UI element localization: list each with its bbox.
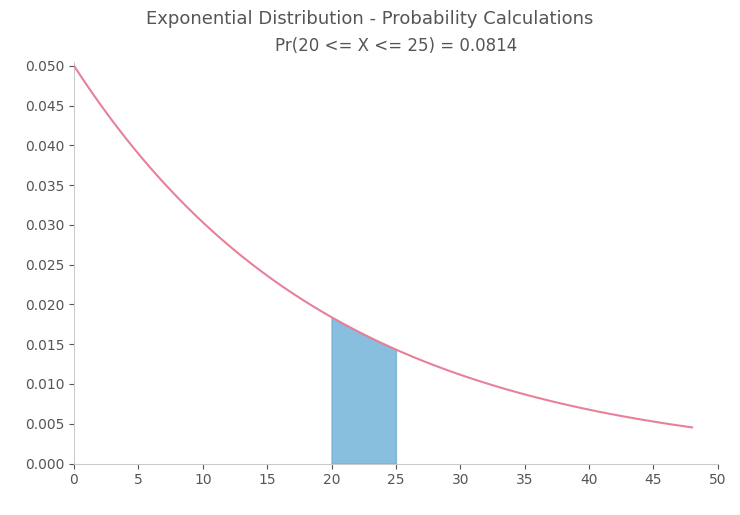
Title: Pr(20 <= X <= 25) = 0.0814: Pr(20 <= X <= 25) = 0.0814	[275, 37, 517, 55]
Text: Exponential Distribution - Probability Calculations: Exponential Distribution - Probability C…	[147, 10, 593, 28]
